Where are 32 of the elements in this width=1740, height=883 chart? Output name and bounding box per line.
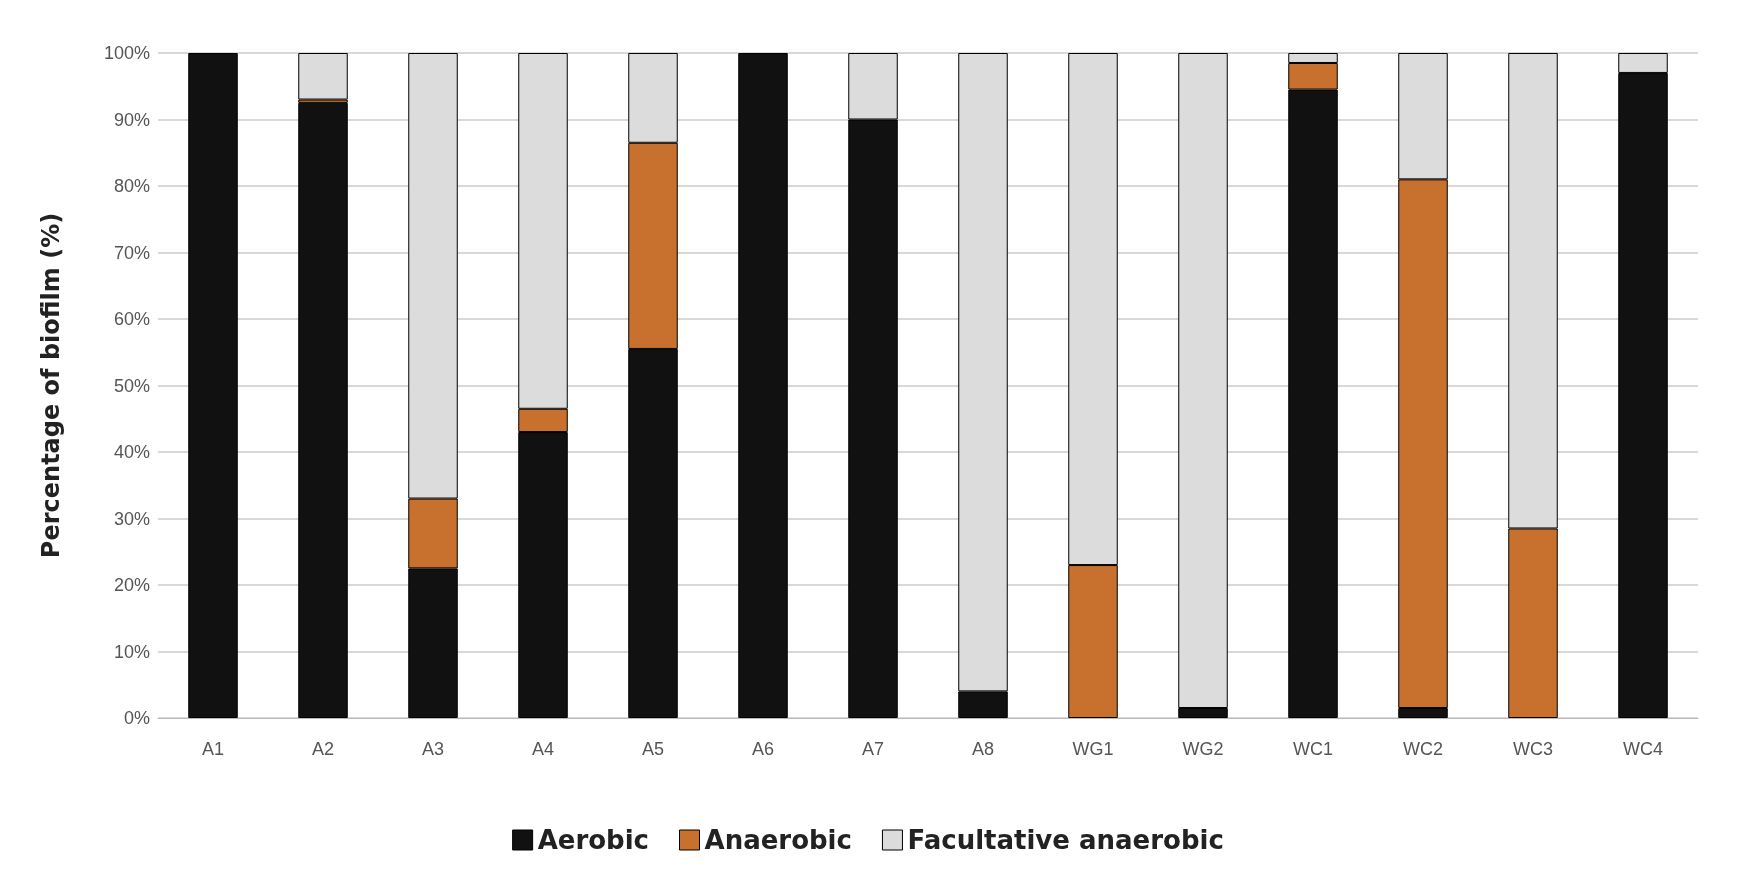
y-tick-label: 50%	[113, 375, 150, 396]
y-tick-label: 90%	[113, 109, 150, 130]
x-tick-label: A1	[201, 739, 225, 759]
x-tick-label: A7	[861, 739, 885, 759]
x-tick-label: A2	[311, 739, 335, 759]
x-tick-label: A4	[531, 739, 555, 759]
x-tick-label: WC2	[1403, 739, 1443, 759]
legend-label: Aerobic	[537, 825, 650, 855]
bar	[298, 102, 348, 718]
y-tick-label: 20%	[113, 575, 150, 595]
bar	[738, 53, 788, 718]
y-tick-label: 40%	[113, 442, 150, 462]
y-tick-label: 100%	[103, 43, 150, 63]
x-tick-label: WG1	[1072, 739, 1114, 759]
x-tick-label: WC4	[1623, 739, 1663, 759]
y-tick-label: 10%	[113, 641, 150, 662]
x-tick-label: WC3	[1513, 739, 1553, 759]
bar	[188, 53, 238, 718]
y-tick-label: 70%	[113, 242, 150, 263]
legend-label: Facultative anaerobic	[907, 825, 1224, 855]
y-tick-label: 80%	[113, 176, 150, 196]
legend-label: Anaerobic	[704, 825, 852, 855]
x-tick-label: A6	[751, 739, 775, 759]
x-tick-label: WC1	[1293, 739, 1333, 759]
x-tick-label: A5	[641, 739, 665, 759]
y-tick-label: 0%	[123, 708, 150, 728]
x-tick-label: A3	[421, 739, 445, 759]
x-tick-label: WG2	[1182, 739, 1224, 759]
x-tick-label: A8	[971, 739, 995, 759]
y-axis-title: Percentage of biofilm (%)	[37, 212, 65, 559]
y-tick-label: 60%	[113, 309, 150, 329]
y-tick-label: 30%	[113, 508, 150, 529]
